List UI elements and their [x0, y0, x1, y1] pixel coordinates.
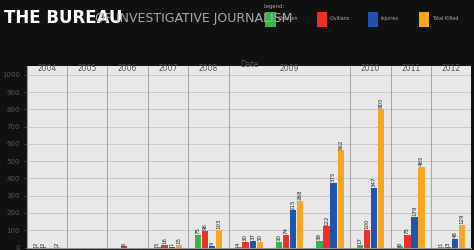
Bar [162, 245, 168, 248]
Text: 347: 347 [372, 176, 376, 187]
Text: 48: 48 [453, 231, 457, 238]
Text: Legend:: Legend: [263, 4, 284, 9]
Text: Total Killed: Total Killed [432, 16, 458, 21]
Text: 30: 30 [243, 234, 248, 242]
Text: Civilians: Civilians [329, 16, 350, 21]
Text: Date: Date [240, 60, 258, 69]
Bar [316, 241, 322, 248]
Text: 39: 39 [317, 233, 322, 240]
Text: 2: 2 [34, 243, 38, 246]
Text: 2: 2 [55, 243, 60, 246]
Text: 2011: 2011 [401, 64, 420, 73]
Text: 15: 15 [176, 237, 181, 244]
Text: 2004: 2004 [37, 64, 56, 73]
Text: All Totals By Year (correct as of 27/06/2012): All Totals By Year (correct as of 27/06/… [154, 41, 320, 50]
Text: OF INVESTIGATIVE JOURNALISM: OF INVESTIGATIVE JOURNALISM [91, 12, 292, 25]
Bar [33, 247, 39, 248]
Bar [216, 230, 222, 248]
Bar [290, 210, 296, 248]
Bar [54, 247, 61, 248]
Bar [40, 247, 46, 248]
Bar [371, 188, 377, 248]
Text: 17: 17 [357, 237, 363, 244]
Bar [419, 12, 429, 27]
Text: 179: 179 [412, 205, 417, 216]
Bar [397, 246, 403, 248]
Bar [155, 247, 161, 248]
Text: 2: 2 [41, 243, 46, 246]
Bar [337, 150, 344, 248]
Text: 6: 6 [122, 242, 127, 246]
Bar [121, 246, 127, 248]
Bar [249, 241, 256, 248]
Bar [256, 242, 263, 248]
Text: 268: 268 [298, 190, 303, 200]
Bar [176, 245, 182, 248]
Bar [368, 12, 378, 27]
Text: 2006: 2006 [118, 64, 137, 73]
Bar [242, 242, 249, 248]
Text: 4: 4 [236, 242, 241, 246]
Text: 9: 9 [210, 242, 215, 245]
Text: 2007: 2007 [158, 64, 178, 73]
Text: 100: 100 [365, 219, 369, 230]
Bar [419, 167, 425, 248]
Text: Children: Children [278, 16, 299, 21]
Text: 16: 16 [162, 237, 167, 244]
Text: 2009: 2009 [280, 64, 299, 73]
Bar [378, 108, 384, 248]
Text: 2010: 2010 [361, 64, 380, 73]
Text: 30: 30 [257, 234, 262, 242]
Bar [445, 247, 451, 248]
Text: 562: 562 [338, 139, 343, 149]
Text: 96: 96 [202, 223, 208, 230]
Bar [236, 247, 242, 248]
Bar [195, 234, 201, 248]
Bar [209, 246, 215, 248]
Bar [297, 201, 303, 248]
Bar [364, 230, 370, 248]
Bar [317, 12, 327, 27]
Text: 375: 375 [331, 172, 336, 182]
Bar [276, 242, 282, 248]
Bar [265, 12, 276, 27]
Text: 1: 1 [438, 243, 443, 246]
Text: THE BUREAU: THE BUREAU [4, 9, 122, 27]
Text: 74: 74 [283, 227, 289, 234]
Text: Injuries: Injuries [381, 16, 399, 21]
Text: 5: 5 [155, 242, 160, 246]
Bar [323, 226, 329, 248]
Text: 122: 122 [324, 215, 329, 226]
Text: 129: 129 [460, 214, 465, 224]
Text: 805: 805 [379, 97, 383, 108]
Text: 2012: 2012 [442, 64, 461, 73]
Bar [411, 216, 418, 248]
Text: 75: 75 [405, 227, 410, 234]
Text: 3: 3 [446, 242, 450, 246]
Bar [404, 234, 410, 248]
Bar [283, 235, 289, 248]
Bar [202, 231, 208, 248]
Text: 103: 103 [217, 218, 222, 229]
Bar [452, 239, 458, 248]
Text: 215: 215 [291, 199, 296, 209]
Bar [357, 244, 363, 248]
Text: 2005: 2005 [78, 64, 97, 73]
Bar [459, 225, 465, 248]
Text: 30: 30 [276, 234, 282, 242]
Text: 1: 1 [169, 243, 174, 246]
Text: 465: 465 [419, 156, 424, 166]
Text: 6: 6 [398, 242, 403, 246]
Text: 37: 37 [250, 233, 255, 240]
Text: 75: 75 [195, 227, 201, 234]
Text: 2008: 2008 [199, 64, 218, 73]
Bar [330, 183, 337, 248]
